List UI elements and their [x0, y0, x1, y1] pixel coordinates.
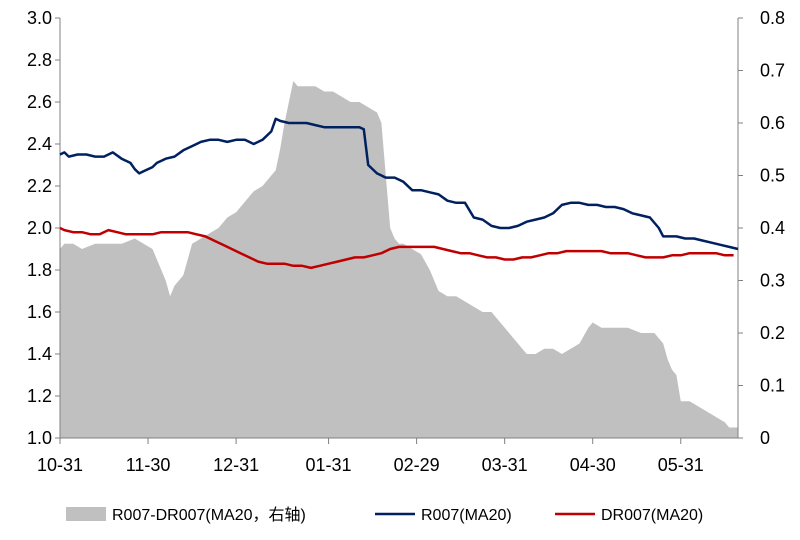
- right-tick-label: 0.8: [760, 8, 785, 28]
- left-tick-label: 2.0: [27, 218, 52, 238]
- x-tick-label: 04-30: [570, 455, 616, 475]
- left-tick-label: 1.8: [27, 260, 52, 280]
- right-tick-label: 0.3: [760, 271, 785, 291]
- rate-lines-layer: [59, 117, 739, 270]
- right-tick-label: 0.4: [760, 218, 785, 238]
- right-tick-label: 0.5: [760, 166, 785, 186]
- left-tick-label: 1.6: [27, 302, 52, 322]
- left-axis-tick-labels: 1.0 1.2 1.4 1.6 1.8 2.0 2.2 2.4 2.6 2.8 3.0: [27, 8, 60, 448]
- left-tick-label: 2.2: [27, 176, 52, 196]
- r007-line: [59, 117, 739, 251]
- legend-label-spread: R007-DR007(MA20，右轴): [112, 506, 306, 524]
- left-tick-label: 3.0: [27, 8, 52, 28]
- legend: R007-DR007(MA20，右轴) R007(MA20) DR007(MA20): [66, 506, 703, 524]
- legend-swatch-spread: [66, 507, 106, 521]
- left-tick-label: 2.4: [27, 134, 52, 154]
- spread-area: [60, 81, 738, 438]
- legend-label-r007: R007(MA20): [421, 507, 512, 524]
- spread-area-layer: [60, 81, 738, 438]
- right-tick-label: 0.2: [760, 323, 785, 343]
- x-tick-label: 03-31: [482, 455, 528, 475]
- left-tick-label: 1.0: [27, 428, 52, 448]
- dr007-line: [59, 226, 734, 270]
- right-tick-label: 0.6: [760, 113, 785, 133]
- right-axis-tick-labels: 0 0.1 0.2 0.3 0.4 0.5 0.6 0.7 0.8: [738, 8, 785, 448]
- right-tick-label: 0.7: [760, 61, 785, 81]
- left-tick-label: 2.8: [27, 50, 52, 70]
- x-tick-label: 02-29: [394, 455, 440, 475]
- x-tick-label: 01-31: [306, 455, 352, 475]
- x-axis-tick-labels: 10-31 11-30 12-31 01-31 02-29 03-31 04-30 05-31: [37, 438, 704, 475]
- left-tick-label: 1.4: [27, 344, 52, 364]
- x-tick-label: 11-30: [126, 455, 171, 475]
- x-tick-label: 10-31: [37, 455, 83, 475]
- x-tick-label: 12-31: [213, 455, 259, 475]
- left-tick-label: 2.6: [27, 92, 52, 112]
- right-tick-label: 0: [760, 428, 770, 448]
- right-tick-label: 0.1: [760, 376, 785, 396]
- legend-label-dr007: DR007(MA20): [601, 507, 703, 524]
- left-tick-label: 1.2: [27, 386, 52, 406]
- x-tick-label: 05-31: [658, 455, 704, 475]
